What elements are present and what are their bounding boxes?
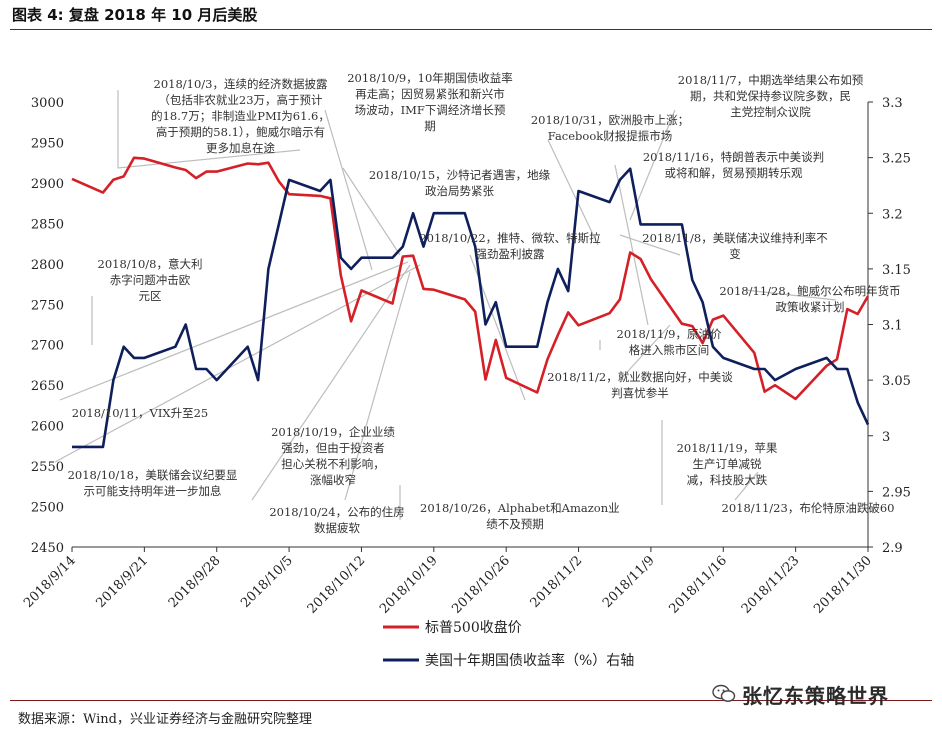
annotation-leaders [54, 90, 837, 520]
x-tick-label: 2018/10/12 [305, 553, 369, 617]
x-tick-label: 2018/9/28 [166, 553, 224, 611]
left-tick-label: 2850 [31, 217, 64, 232]
left-tick-label: 2650 [31, 379, 64, 394]
right-tick-label: 3.3 [882, 96, 903, 111]
left-tick-label: 2450 [31, 541, 64, 556]
left-tick-label: 2800 [31, 258, 64, 273]
annotation-leader [734, 471, 759, 501]
treasury-yield-line [72, 167, 870, 449]
right-tick-label: 3.2 [882, 207, 903, 222]
annotation-text: 2018/10/3，连续的经济数据披露 （包括非农就业23万，高于预计 的18.… [151, 77, 330, 155]
annotation-text: 2018/11/8，美联储决议维持利率不 变 [642, 231, 828, 261]
x-tick-label: 2018/9/14 [21, 553, 79, 611]
sp500-line [71, 156, 870, 401]
watermark: 张忆东策略世界 [742, 684, 889, 708]
annotation-text: 2018/11/2，就业数据向好，中美谈 判喜忧参半 [547, 370, 733, 400]
right-tick-label: 2.95 [882, 485, 911, 500]
annotation-leader [619, 324, 671, 381]
right-tick-label: 3 [882, 430, 890, 445]
annotation-text: 2018/10/8，意大利 赤字问题冲击欧 元区 [97, 257, 203, 303]
annotation-text: 2018/10/9，10年期国债收益率 再走高；因贸易紧张和新兴市 场波动，IM… [347, 71, 513, 133]
left-tick-label: 2900 [31, 177, 64, 192]
annotation-leader [117, 90, 301, 169]
annotation-text: 2018/11/16，特朗普表示中美谈判 或将和解，贸易预期转乐观 [642, 150, 825, 180]
annotation-text: 2018/10/26，Alphabet和Amazon业 绩不及预期 [420, 501, 620, 531]
annotation-text: 2018/10/24，公布的住房 数据疲软 [269, 505, 405, 535]
series-lines [71, 156, 870, 449]
annotation-leader [324, 109, 373, 271]
x-tick-label: 2018/9/21 [93, 553, 151, 611]
annotation-leader [251, 264, 411, 501]
right-tick-label: 3.05 [882, 374, 911, 389]
annotation-leader [342, 167, 401, 256]
left-tick-label: 2600 [31, 420, 64, 435]
wechat-icon [712, 684, 736, 702]
footer-divider [10, 700, 932, 701]
annotation-text: 2018/10/15，沙特记者遇害，地缘 政治局势紧张 [368, 168, 551, 198]
annotation-text: 2018/10/31，欧洲股市上涨； Facebook财报提振市场 [530, 113, 690, 143]
data-source: 数据来源：Wind，兴业证券经济与金融研究院整理 [18, 712, 312, 727]
annotation-text: 2018/10/11，VIX升至25 [71, 406, 209, 420]
left-tick-label: 2950 [31, 136, 64, 151]
annotation-leader [59, 261, 409, 401]
x-tick-label: 2018/11/16 [667, 553, 731, 617]
annotation-text: 2018/11/9，原油价 格进入熊市区间 [616, 327, 722, 357]
chart-title: 图表 4: 复盘 2018 年 10 月后美股 [12, 6, 258, 24]
legend-label: 标普500收盘价 [425, 619, 522, 636]
x-tick-label: 2018/11/2 [528, 553, 586, 611]
x-tick-label: 2018/11/30 [811, 553, 875, 617]
right-tick-label: 3.15 [882, 263, 911, 278]
left-tick-label: 3000 [31, 96, 64, 111]
title-divider [10, 29, 932, 30]
right-tick-label: 3.1 [882, 319, 903, 334]
x-tick-label: 2018/10/5 [238, 553, 296, 611]
x-tick-label: 2018/10/19 [377, 553, 441, 617]
annotation-text: 2018/10/19，企业业绩 强劲，但由于投资者 担心关税不利影响， 涨幅收窄 [271, 425, 395, 487]
annotation-text: 2018/10/22，推特、微软、特斯拉 强劲盈利披露 [419, 231, 601, 261]
left-tick-label: 2500 [31, 501, 64, 516]
right-tick-label: 3.25 [882, 152, 911, 167]
legend-label: 美国十年期国债收益率（%）右轴 [425, 652, 634, 669]
chart: 2450 2500 2550 2600 2650 2700 2750 2800 2850 2900… [21, 90, 911, 669]
x-tick-label: 2018/11/9 [600, 553, 658, 611]
x-tick-label: 2018/10/26 [449, 553, 513, 617]
annotation-leader [614, 164, 649, 326]
annotation-leader [547, 139, 599, 246]
annotation-text: 2018/10/18，美联储会议纪要显 示可能支持明年进一步加息 [67, 468, 238, 498]
right-tick-label: 2.9 [882, 541, 903, 556]
annotation-text: 2018/11/23，布伦特原油跌破60 [721, 501, 895, 515]
annotation-leader [619, 234, 681, 256]
annotation-leader [344, 271, 411, 501]
left-tick-label: 2750 [31, 298, 64, 313]
annotation-text: 2018/11/19，苹果 生产订单减锐 减，科技股大跌 [676, 441, 778, 487]
left-tick-label: 2700 [31, 339, 64, 354]
annotation-text: 2018/11/7，中期选举结果公布如预 期，共和党保持参议院多数，民 主党控制… [677, 73, 864, 119]
x-tick-label: 2018/11/23 [739, 553, 803, 617]
annotation-leader [744, 289, 837, 301]
annotation-text: 2018/11/28，鲍威尔公布明年货币 政策收紧计划 [719, 284, 901, 314]
left-tick-label: 2550 [31, 460, 64, 475]
